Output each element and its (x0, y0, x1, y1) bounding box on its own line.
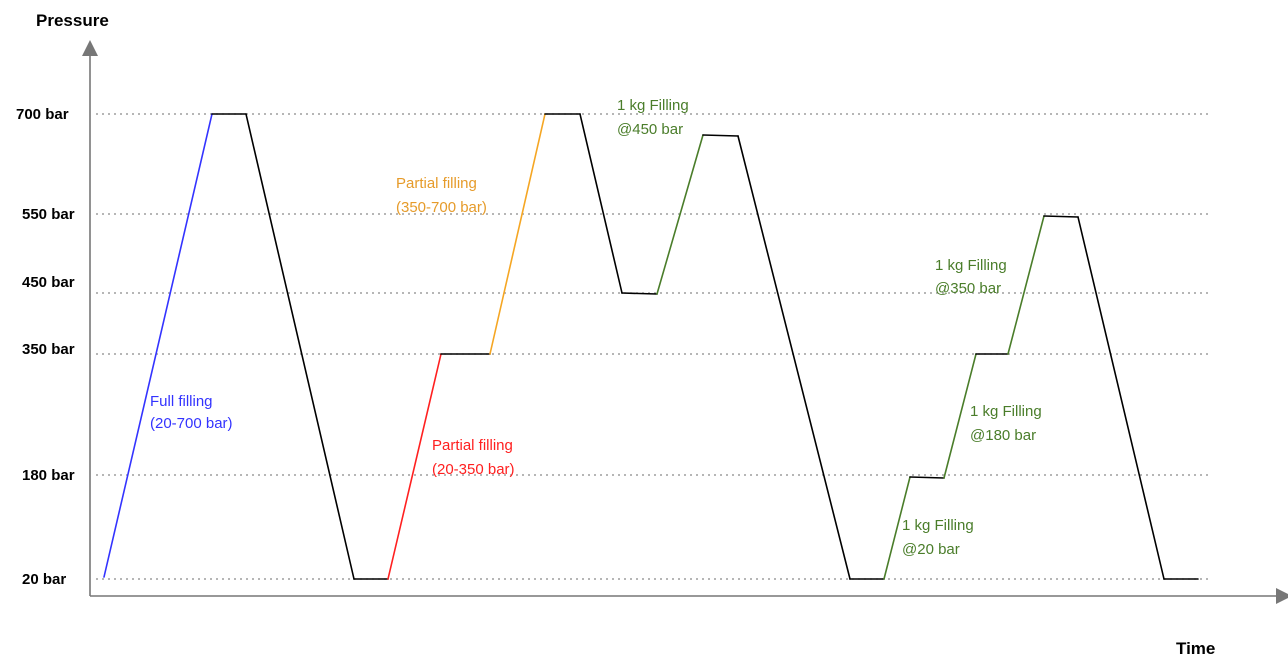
level-label-180: 180 bar (22, 467, 75, 484)
discharge-3 (737, 135, 851, 580)
annotations: Full filling (20-700 bar) Partial fillin… (150, 97, 1046, 558)
annotation-kg-filling-180: 1 kg Filling @180 bar (970, 403, 1046, 444)
level-label-20: 20 bar (22, 571, 66, 588)
partial-filling-20-350-ramp (387, 353, 442, 580)
level-label-700: 700 bar (16, 106, 69, 123)
hold-450 (621, 292, 658, 295)
hold-550 (1043, 215, 1079, 218)
x-axis-title: Time (1176, 639, 1215, 658)
pressure-profile (103, 113, 1199, 580)
annotation-kg-filling-450: 1 kg Filling @450 bar (617, 97, 693, 138)
annotation-kg-filling-20: 1 kg Filling @20 bar (902, 517, 978, 558)
hold-after-450 (702, 134, 739, 137)
annotation-partial-filling-20-350: Partial filling (20-350 bar) (432, 437, 517, 478)
partial-filling-350-700-ramp (489, 113, 546, 355)
kg-filling-450-ramp (656, 134, 704, 295)
level-labels: 700 bar 550 bar 450 bar 350 bar 180 bar … (16, 106, 75, 588)
kg-filling-20-ramp (883, 476, 911, 580)
hold-180 (909, 476, 945, 479)
full-filling-ramp (103, 113, 213, 578)
level-label-350: 350 bar (22, 341, 75, 358)
kg-filling-350-ramp (1007, 215, 1045, 355)
kg-filling-180-ramp (943, 353, 977, 479)
level-label-550: 550 bar (22, 206, 75, 223)
discharge-2 (579, 113, 623, 294)
discharge-1 (245, 113, 355, 580)
annotation-kg-filling-350: 1 kg Filling @350 bar (935, 257, 1011, 297)
level-label-450: 450 bar (22, 274, 75, 291)
y-axis-title: Pressure (36, 11, 109, 30)
annotation-partial-filling-350-700: Partial filling (350-700 bar) (396, 175, 487, 216)
discharge-4 (1077, 216, 1165, 580)
annotation-full-filling: Full filling (20-700 bar) (150, 393, 233, 432)
